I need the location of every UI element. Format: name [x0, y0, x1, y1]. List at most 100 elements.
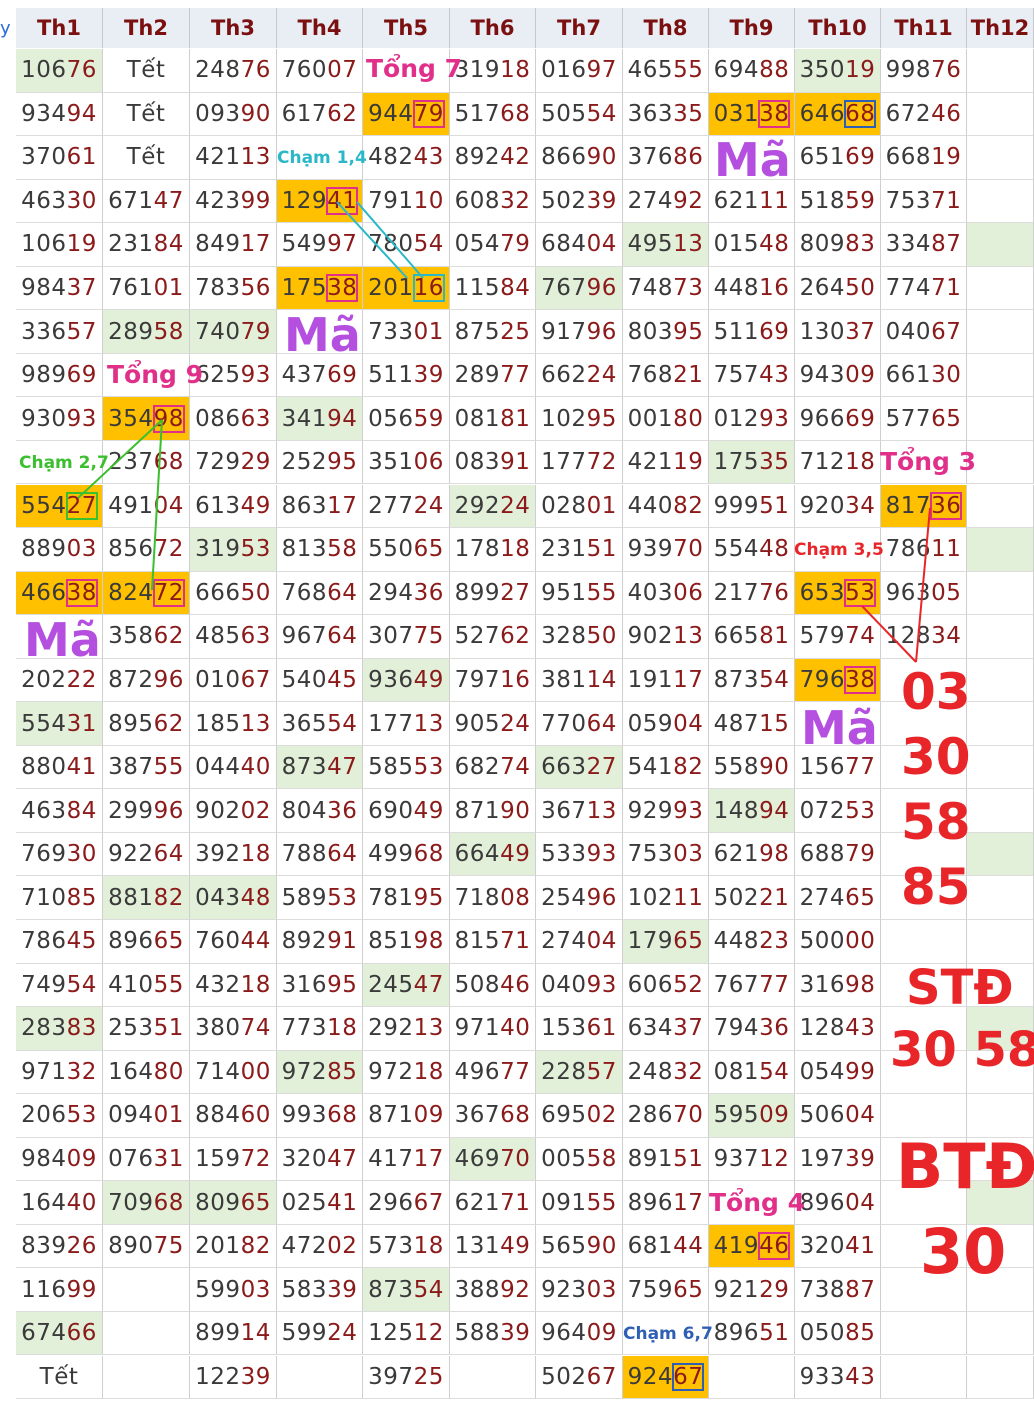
grid-cell: 07631 [103, 1137, 190, 1182]
cell-value: 73301 [368, 318, 444, 345]
cell-value: 46384 [21, 797, 97, 824]
cell-value: 48243 [368, 144, 444, 171]
grid-cell [967, 615, 1034, 659]
grid-cell [881, 1007, 967, 1051]
cell-value: 04440 [195, 754, 271, 781]
grid-cell: 89617 [623, 1181, 709, 1225]
grid-cell: 38892 [450, 1268, 536, 1312]
grid-cell [881, 1181, 967, 1225]
grid-cell: 68879 [795, 832, 881, 877]
grid-cell: 77318 [277, 1007, 363, 1051]
grid-cell: 93649 [363, 658, 450, 703]
grid-cell: 48715 [709, 702, 795, 746]
grid-cell [881, 920, 967, 964]
cell-value: 52762 [454, 623, 531, 650]
grid-cell [967, 179, 1034, 224]
grid-cell: 04067 [881, 310, 967, 354]
grid-cell [967, 528, 1034, 572]
grid-cell: 78054 [363, 223, 450, 267]
grid-cell [881, 440, 967, 485]
cell-value: 72929 [195, 449, 271, 476]
cell-value: 51139 [368, 362, 444, 389]
cell-value: 58339 [281, 1276, 358, 1303]
column-header-th11: Th11 [881, 8, 967, 48]
cell-value: 88182 [108, 884, 184, 911]
grid-cell: 89651 [709, 1311, 795, 1356]
grid-cell: 49677 [450, 1050, 536, 1095]
grid-cell: 46638 [16, 571, 103, 616]
cell-value: 10295 [541, 405, 617, 432]
grid-cell: 05479 [450, 223, 536, 267]
cell-value: 37061 [21, 144, 97, 171]
grid-cell: 87190 [450, 789, 536, 833]
cell-value: 93970 [627, 536, 704, 563]
note-std-values: 30 58 [890, 1022, 1034, 1078]
grid-cell: 29224 [450, 484, 536, 528]
cell-value: 37686 [627, 144, 704, 171]
cell-value: Tết [126, 100, 166, 127]
grid-cell: 89665 [103, 920, 190, 964]
grid-cell: 56590 [536, 1224, 623, 1269]
cell-value: 23151 [541, 536, 617, 563]
cell-value: 30775 [368, 623, 444, 650]
cell-value: 73887 [799, 1276, 876, 1303]
grid-cell [967, 876, 1034, 920]
grid-cell: 44816 [709, 266, 795, 311]
grid-cell [709, 1181, 795, 1225]
grid-cell: 00558 [536, 1137, 623, 1182]
grid-cell [881, 745, 967, 790]
grid-cell: 55890 [709, 745, 795, 790]
grid-cell: 98437 [16, 266, 103, 311]
cell-value: 66224 [541, 362, 617, 389]
cell-value: 14894 [713, 797, 790, 824]
column-header-th10: Th10 [795, 8, 881, 48]
cell-value: 79638 [799, 665, 877, 694]
cell-value: 90202 [195, 797, 271, 824]
cell-value: 77471 [885, 275, 962, 301]
note-num-03: 03 [901, 663, 971, 721]
grid-cell: 93494 [16, 92, 103, 137]
grid-cell [967, 1355, 1034, 1399]
grid-cell: 25295 [277, 440, 363, 485]
cell-value: 77318 [281, 1015, 358, 1042]
cell-value: 93343 [799, 1363, 876, 1390]
grid-cell: 80395 [623, 310, 709, 354]
cell-value: 54997 [281, 231, 358, 258]
grid-cell: 66449 [450, 832, 536, 877]
grid-cell: 99368 [277, 1094, 363, 1138]
grid-cell: 19739 [795, 1137, 881, 1182]
cell-value: 35106 [368, 449, 444, 476]
grid-cell: 97132 [16, 1050, 103, 1095]
grid-cell [967, 484, 1034, 528]
grid-cell: 25496 [536, 876, 623, 920]
cell-value: 49104 [108, 492, 184, 519]
grid-cell: 42119 [623, 440, 709, 485]
grid-cell: 28670 [623, 1094, 709, 1138]
cell-value: 05085 [799, 1320, 876, 1347]
grid-cell: 60652 [623, 963, 709, 1008]
grid-cell [881, 702, 967, 746]
cell-value: 75303 [627, 841, 704, 868]
grid-cell: 87296 [103, 658, 190, 703]
cell-value: 35862 [108, 623, 184, 650]
cell-value: 81571 [454, 928, 531, 955]
grid-cell: 62198 [709, 832, 795, 877]
grid-cell: 12834 [881, 615, 967, 659]
grid-cell: 66327 [536, 745, 623, 790]
cell-value: 81736 [885, 491, 963, 520]
grid-cell: 91796 [536, 310, 623, 354]
column-header-th7: Th7 [536, 8, 623, 48]
cell-value: 17965 [627, 928, 704, 955]
grid-cell: 38074 [190, 1007, 277, 1051]
grid-cell: 04093 [536, 963, 623, 1008]
cell-value: 89927 [454, 579, 531, 606]
cell-value: 51768 [454, 100, 531, 127]
cell-value: 60832 [454, 187, 531, 214]
cell-value: 92129 [713, 1276, 790, 1303]
cell-value: 29436 [368, 579, 444, 606]
grid-cell: 28977 [450, 353, 536, 398]
cell-value: 89242 [454, 144, 531, 171]
grid-cell: 40306 [623, 571, 709, 616]
grid-cell: 76930 [16, 832, 103, 877]
grid-cell: 31698 [795, 963, 881, 1008]
